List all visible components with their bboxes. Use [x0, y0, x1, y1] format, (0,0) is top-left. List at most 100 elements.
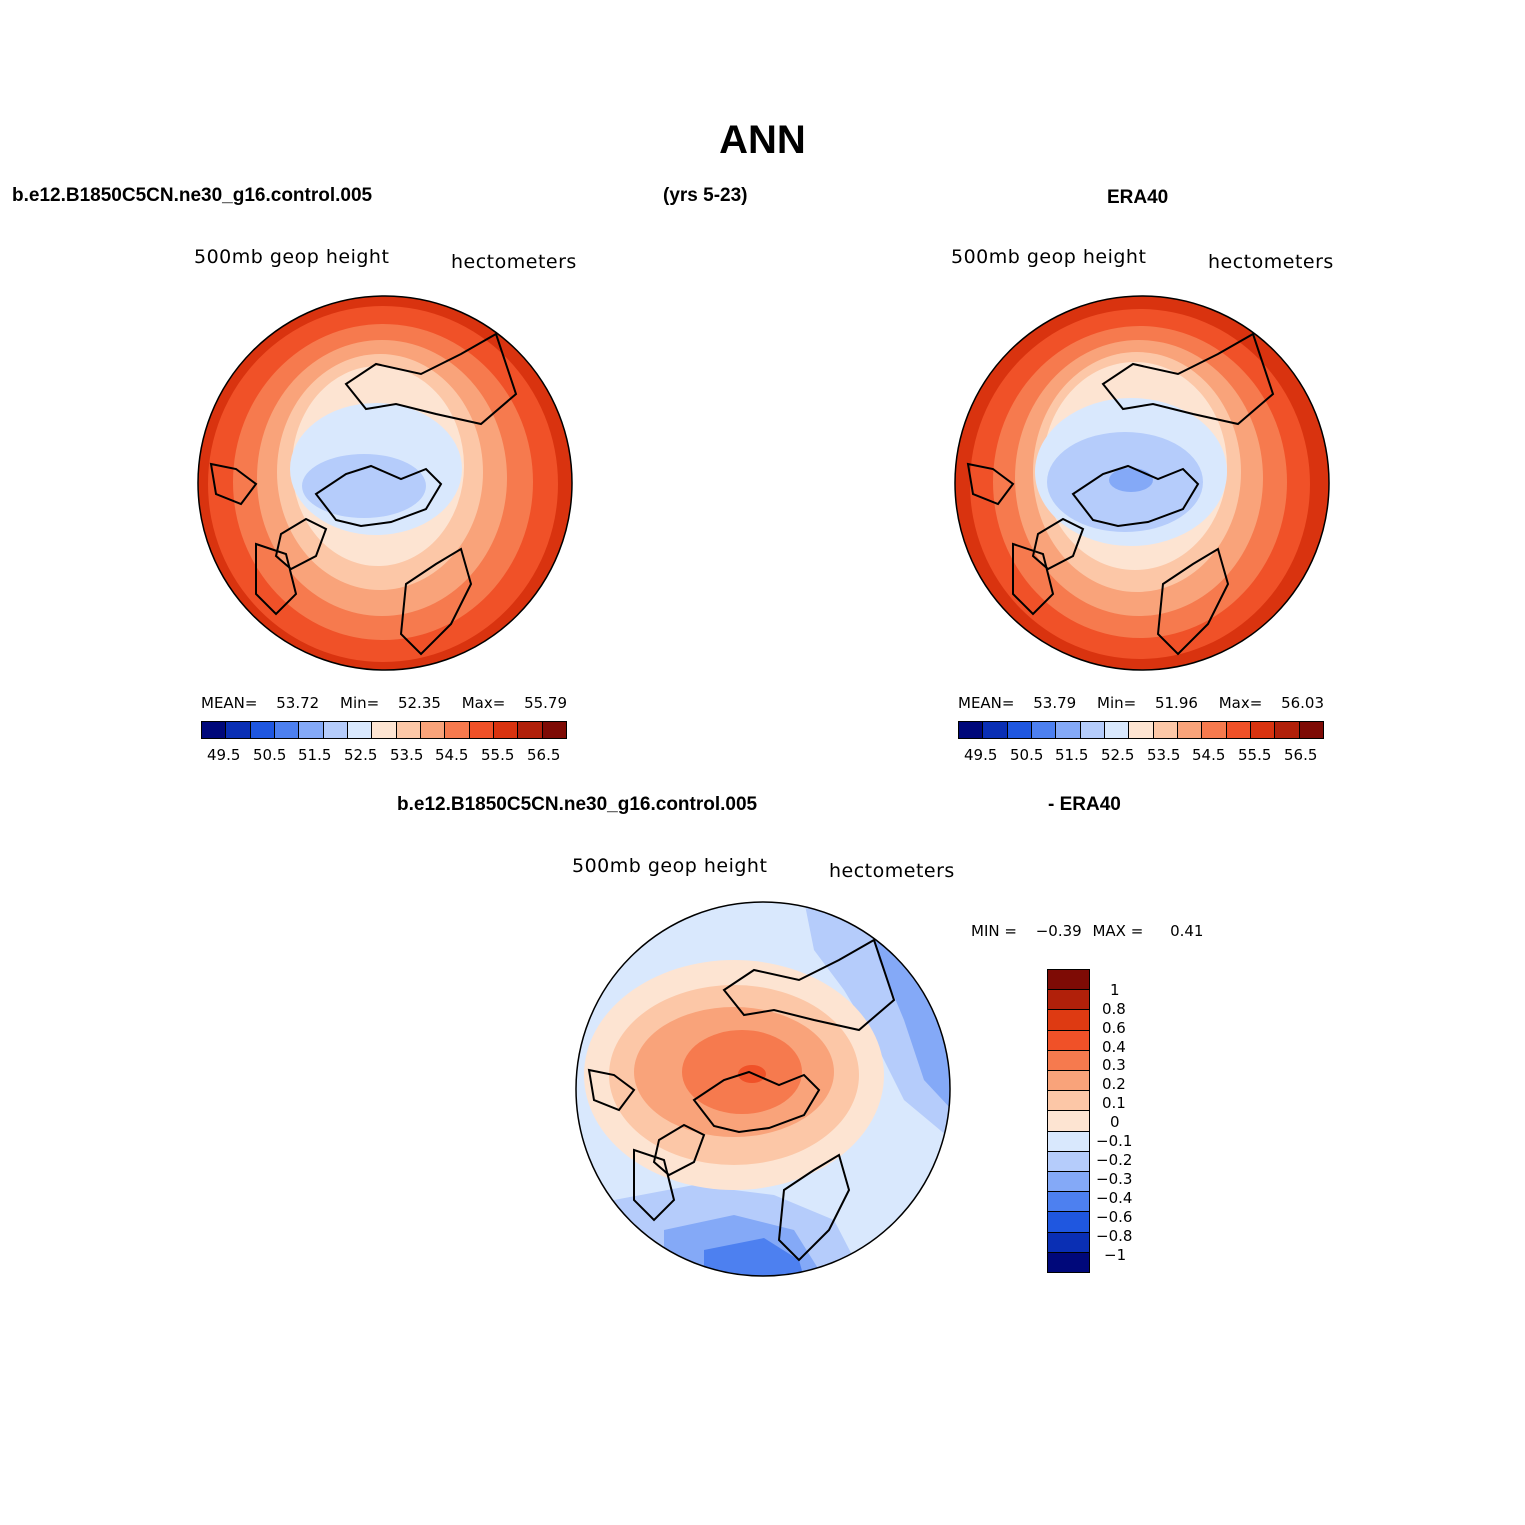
coastline	[1012, 542, 1055, 616]
mean-value: 53.79	[1033, 694, 1077, 712]
coastline	[274, 517, 328, 571]
min-value: 52.35	[397, 694, 441, 712]
coastline	[255, 542, 298, 616]
coastline	[399, 547, 473, 656]
colorbar-swatch	[202, 722, 227, 738]
colorbar-tick-label: 56.5	[1284, 746, 1318, 764]
min-value: 51.96	[1154, 694, 1198, 712]
colorbar-swatch	[299, 722, 324, 738]
colorbar-swatch	[347, 722, 373, 738]
mean-label: MEAN=	[958, 694, 1015, 712]
colorbar-swatch	[1048, 990, 1089, 1011]
obs-colorbar	[958, 721, 1324, 739]
colorbar-swatch	[1007, 722, 1032, 738]
colorbar-tick-label: 55.5	[1238, 746, 1272, 764]
diff-stats: MIN = −0.39 MAX = 0.41	[971, 922, 1203, 940]
obs-variable-label: 500mb geop height	[951, 246, 1147, 268]
colorbar-swatch	[1048, 1111, 1089, 1132]
colorbar-tick-label: 0.6	[1102, 1019, 1126, 1037]
colorbar-swatch	[542, 722, 566, 738]
colorbar-tick-label: 52.5	[344, 746, 378, 764]
colorbar-tick-label: −0.8	[1096, 1227, 1133, 1245]
obs-name-label: ERA40	[1107, 187, 1169, 208]
colorbar-tick-label: 0.3	[1102, 1056, 1126, 1074]
colorbar-tick-label: 1	[1110, 981, 1120, 999]
coastline	[633, 1148, 676, 1222]
colorbar-swatch	[250, 722, 275, 738]
max-value: 56.03	[1281, 694, 1325, 712]
case-name-label: b.e12.B1850C5CN.ne30_g16.control.005	[12, 185, 373, 206]
colorbar-tick-label: 0.2	[1102, 1075, 1126, 1093]
colorbar-tick-label: 52.5	[1101, 746, 1135, 764]
colorbar-tick-label: 0.4	[1102, 1038, 1126, 1056]
coastline	[587, 1068, 636, 1112]
diff-polar-map	[575, 901, 951, 1277]
colorbar-swatch	[1048, 1030, 1089, 1051]
colorbar-swatch	[396, 722, 421, 738]
max-label: MAX =	[1092, 922, 1144, 940]
colorbar-swatch	[1048, 970, 1089, 991]
colorbar-swatch	[1226, 722, 1251, 738]
colorbar-tick-label: 51.5	[1055, 746, 1089, 764]
colorbar-tick-label: 0	[1110, 1113, 1120, 1131]
colorbar-tick-label: −0.6	[1096, 1208, 1133, 1226]
colorbar-swatch	[959, 722, 984, 738]
coastline	[966, 462, 1015, 506]
colorbar-swatch	[1056, 722, 1081, 738]
map-border	[197, 295, 573, 671]
mean-label: MEAN=	[201, 694, 258, 712]
contour-band	[1109, 468, 1153, 492]
diff-obs-label: - ERA40	[1048, 794, 1121, 815]
mean-value: 53.72	[276, 694, 320, 712]
colorbar-swatch	[518, 722, 543, 738]
colorbar-tick-label: 0.8	[1102, 1000, 1126, 1018]
contour-band	[704, 1238, 804, 1276]
colorbar-swatch	[983, 722, 1008, 738]
colorbar-tick-label: −1	[1104, 1246, 1127, 1264]
diff-colorbar	[1047, 969, 1090, 1273]
max-label: Max=	[461, 694, 506, 712]
obs-stats: MEAN= 53.79 Min= 51.96 Max= 56.03	[958, 694, 1324, 712]
colorbar-swatch	[1031, 722, 1057, 738]
colorbar-swatch	[1129, 722, 1154, 738]
colorbar-tick-label: −0.3	[1096, 1170, 1133, 1188]
model-colorbar	[201, 721, 567, 739]
colorbar-tick-label: 53.5	[1147, 746, 1181, 764]
colorbar-swatch	[1048, 1212, 1089, 1233]
colorbar-tick-label: 49.5	[964, 746, 998, 764]
colorbar-tick-label: −0.4	[1096, 1189, 1133, 1207]
coastline	[209, 462, 258, 506]
colorbar-tick-label: −0.2	[1096, 1151, 1133, 1169]
coastline	[1031, 517, 1085, 571]
colorbar-swatch	[1048, 1010, 1089, 1031]
colorbar-swatch	[274, 722, 300, 738]
diff-units-label: hectometers	[829, 860, 955, 882]
figure-title: ANN	[719, 118, 806, 162]
coastline	[777, 1153, 851, 1262]
colorbar-swatch	[372, 722, 397, 738]
colorbar-tick-label: 50.5	[1010, 746, 1044, 764]
coastline	[344, 332, 518, 426]
colorbar-swatch	[1048, 1192, 1089, 1213]
colorbar-tick-label: 56.5	[527, 746, 561, 764]
map-border	[575, 901, 951, 1277]
model-stats: MEAN= 53.72 Min= 52.35 Max= 55.79	[201, 694, 567, 712]
colorbar-swatch	[1048, 1050, 1089, 1072]
colorbar-swatch	[1299, 722, 1323, 738]
coastline	[722, 938, 896, 1032]
colorbar-swatch	[1048, 1091, 1089, 1112]
colorbar-tick-label: 51.5	[298, 746, 332, 764]
max-label: Max=	[1218, 694, 1263, 712]
colorbar-swatch	[1080, 722, 1105, 738]
colorbar-swatch	[1048, 1151, 1089, 1173]
colorbar-tick-label: 55.5	[481, 746, 515, 764]
colorbar-tick-label: 50.5	[253, 746, 287, 764]
coastline	[1101, 332, 1275, 426]
colorbar-swatch	[1250, 722, 1276, 738]
colorbar-swatch	[1048, 1232, 1089, 1253]
colorbar-swatch	[1177, 722, 1203, 738]
colorbar-tick-label: 54.5	[1192, 746, 1226, 764]
min-label: Min=	[1097, 694, 1137, 712]
colorbar-swatch	[1048, 1172, 1089, 1193]
colorbar-tick-label: 49.5	[207, 746, 241, 764]
